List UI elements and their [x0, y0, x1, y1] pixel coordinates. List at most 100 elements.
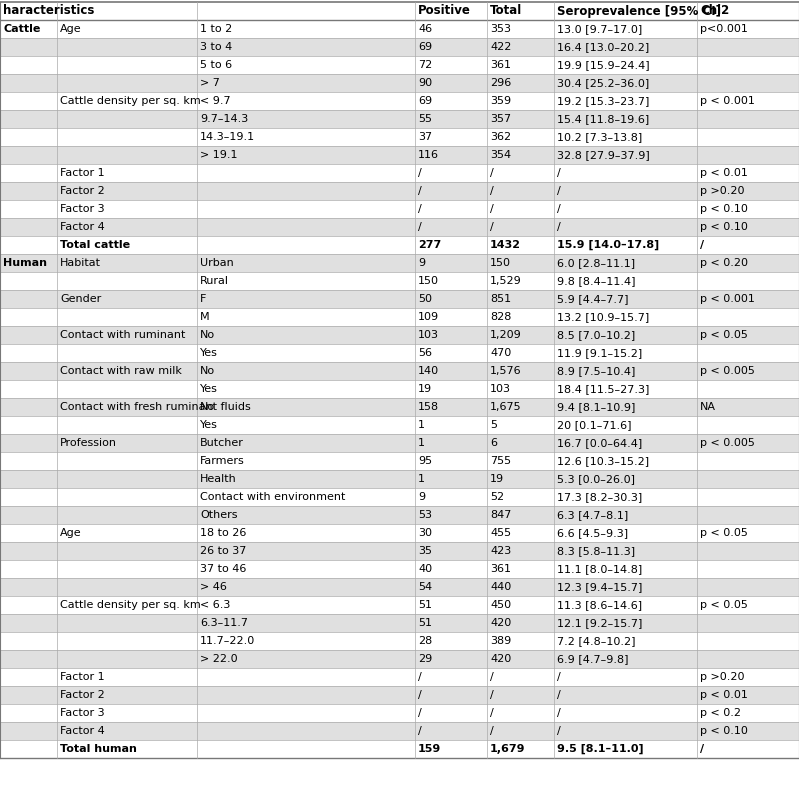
- Text: 5: 5: [490, 420, 497, 430]
- Text: p < 0.005: p < 0.005: [700, 438, 755, 448]
- Text: 103: 103: [490, 384, 511, 394]
- Bar: [0, 218, 57, 236]
- Bar: [197, 560, 415, 578]
- Bar: [415, 434, 487, 452]
- Bar: [197, 146, 415, 164]
- Text: No: No: [200, 366, 215, 376]
- Text: /: /: [557, 672, 561, 682]
- Bar: [0, 398, 57, 416]
- Bar: [57, 236, 197, 254]
- Bar: [487, 254, 554, 272]
- Text: p < 0.01: p < 0.01: [700, 168, 748, 178]
- Bar: [697, 56, 799, 74]
- Text: 296: 296: [490, 78, 511, 88]
- Bar: [487, 182, 554, 200]
- Bar: [0, 416, 57, 434]
- Text: Butcher: Butcher: [200, 438, 244, 448]
- Bar: [697, 344, 799, 362]
- Bar: [57, 326, 197, 344]
- Bar: [554, 344, 697, 362]
- Bar: [0, 272, 57, 290]
- Text: 3 to 4: 3 to 4: [200, 42, 233, 52]
- Bar: [554, 506, 697, 524]
- Bar: [415, 110, 487, 128]
- Bar: [554, 452, 697, 470]
- Text: Health: Health: [200, 474, 237, 484]
- Bar: [487, 164, 554, 182]
- Text: 11.9 [9.1–15.2]: 11.9 [9.1–15.2]: [557, 348, 642, 358]
- Text: > 7: > 7: [200, 78, 220, 88]
- Bar: [487, 416, 554, 434]
- Bar: [57, 578, 197, 596]
- Bar: [57, 290, 197, 308]
- Bar: [0, 290, 57, 308]
- Text: 12.3 [9.4–15.7]: 12.3 [9.4–15.7]: [557, 582, 642, 592]
- Text: 8.3 [5.8–11.3]: 8.3 [5.8–11.3]: [557, 546, 635, 556]
- Bar: [197, 686, 415, 704]
- Text: 52: 52: [490, 492, 504, 502]
- Bar: [415, 92, 487, 110]
- Bar: [197, 380, 415, 398]
- Bar: [57, 470, 197, 488]
- Bar: [487, 524, 554, 542]
- Text: 6.0 [2.8–11.1]: 6.0 [2.8–11.1]: [557, 258, 635, 268]
- Text: p < 0.05: p < 0.05: [700, 600, 748, 610]
- Text: 37 to 46: 37 to 46: [200, 564, 246, 574]
- Bar: [697, 146, 799, 164]
- Text: /: /: [490, 672, 494, 682]
- Bar: [57, 164, 197, 182]
- Bar: [487, 560, 554, 578]
- Text: p >0.20: p >0.20: [700, 186, 745, 196]
- Bar: [197, 434, 415, 452]
- Text: 1,679: 1,679: [490, 744, 526, 754]
- Bar: [487, 74, 554, 92]
- Bar: [415, 254, 487, 272]
- Text: 13.0 [9.7–17.0]: 13.0 [9.7–17.0]: [557, 24, 642, 34]
- Text: 420: 420: [490, 618, 511, 628]
- Text: 51: 51: [418, 618, 432, 628]
- Bar: [554, 470, 697, 488]
- Bar: [415, 686, 487, 704]
- Bar: [0, 164, 57, 182]
- Bar: [57, 632, 197, 650]
- Bar: [57, 434, 197, 452]
- Text: F: F: [200, 294, 206, 304]
- Bar: [0, 200, 57, 218]
- Text: /: /: [490, 222, 494, 232]
- Text: 13.2 [10.9–15.7]: 13.2 [10.9–15.7]: [557, 312, 650, 322]
- Bar: [197, 740, 415, 758]
- Text: 12.1 [9.2–15.7]: 12.1 [9.2–15.7]: [557, 618, 642, 628]
- Bar: [0, 524, 57, 542]
- Bar: [57, 416, 197, 434]
- Text: 851: 851: [490, 294, 511, 304]
- Text: Total cattle: Total cattle: [60, 240, 130, 250]
- Text: 1,529: 1,529: [490, 276, 522, 286]
- Bar: [697, 326, 799, 344]
- Text: Yes: Yes: [200, 420, 218, 430]
- Bar: [57, 74, 197, 92]
- Bar: [415, 56, 487, 74]
- Text: Chi2: Chi2: [700, 5, 729, 17]
- Text: 440: 440: [490, 582, 511, 592]
- Text: 46: 46: [418, 24, 432, 34]
- Text: > 19.1: > 19.1: [200, 150, 237, 160]
- Text: 19: 19: [418, 384, 432, 394]
- Bar: [415, 632, 487, 650]
- Text: NA: NA: [700, 402, 716, 412]
- Text: 1,209: 1,209: [490, 330, 522, 340]
- Bar: [487, 128, 554, 146]
- Text: Cattle density per sq. km: Cattle density per sq. km: [60, 96, 201, 106]
- Text: /: /: [557, 186, 561, 196]
- Text: 14.3–19.1: 14.3–19.1: [200, 132, 255, 142]
- Text: 450: 450: [490, 600, 511, 610]
- Bar: [554, 596, 697, 614]
- Bar: [0, 308, 57, 326]
- Bar: [554, 2, 697, 20]
- Text: 158: 158: [418, 402, 439, 412]
- Bar: [0, 128, 57, 146]
- Bar: [487, 452, 554, 470]
- Bar: [487, 56, 554, 74]
- Bar: [197, 20, 415, 38]
- Bar: [697, 704, 799, 722]
- Bar: [415, 614, 487, 632]
